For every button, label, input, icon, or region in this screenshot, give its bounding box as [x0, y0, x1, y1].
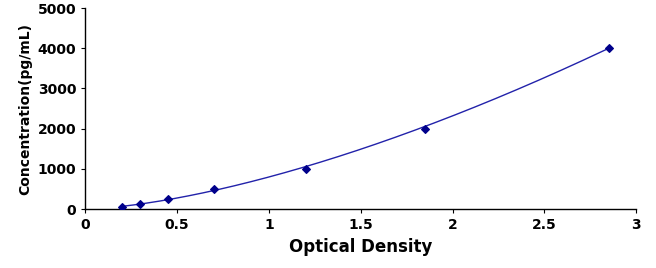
X-axis label: Optical Density: Optical Density — [289, 238, 432, 256]
Y-axis label: Concentration(pg/mL): Concentration(pg/mL) — [18, 23, 32, 195]
